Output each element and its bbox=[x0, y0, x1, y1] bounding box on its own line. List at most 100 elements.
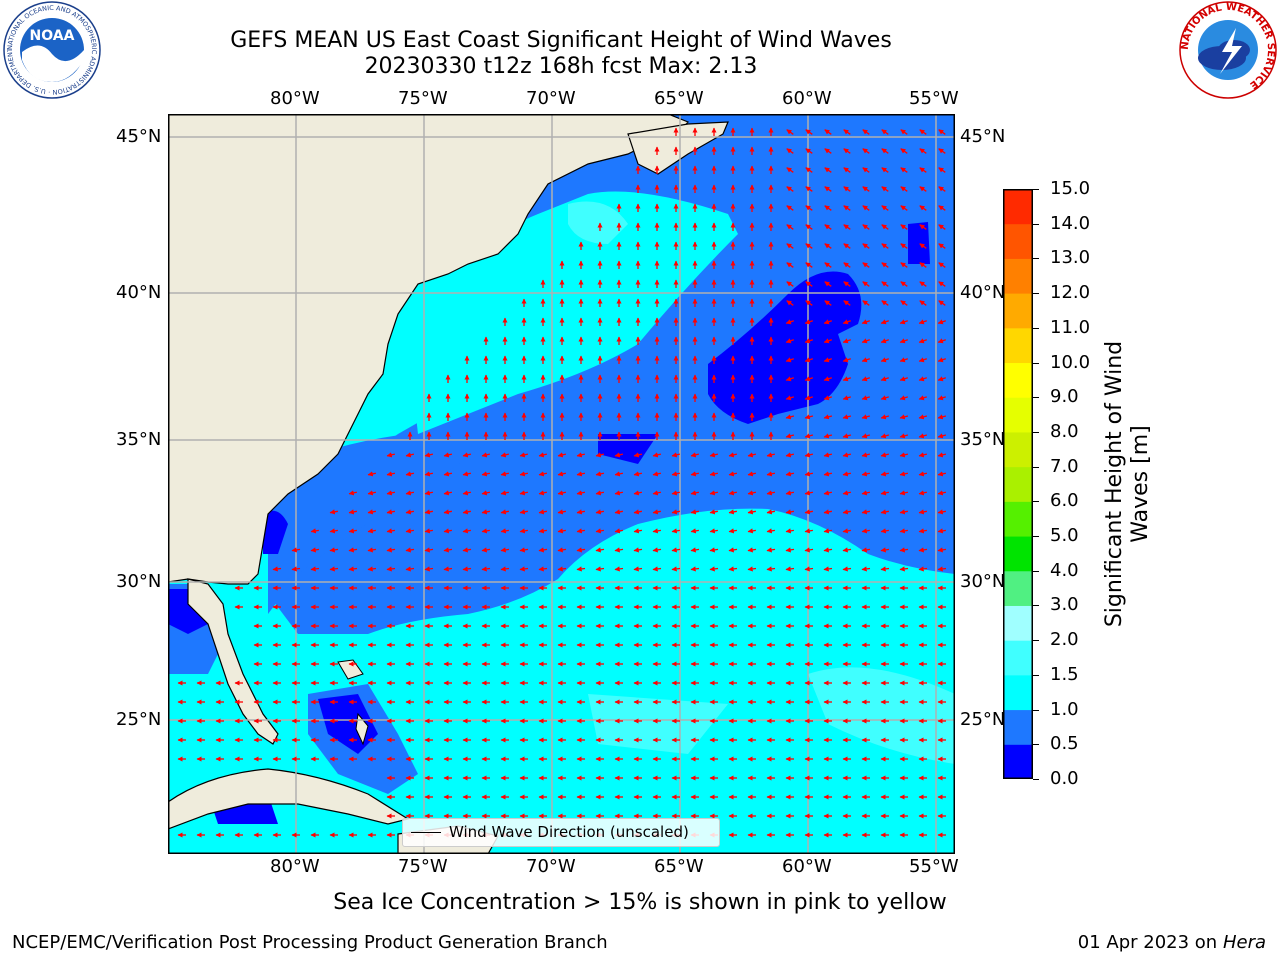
wave-direction-arrow bbox=[823, 471, 833, 477]
wave-direction-arrow bbox=[823, 395, 832, 401]
wave-direction-arrow bbox=[633, 490, 643, 496]
wave-direction-arrow bbox=[728, 566, 738, 572]
wave-direction-arrow bbox=[785, 452, 795, 458]
wave-direction-arrow bbox=[918, 433, 928, 439]
wave-direction-arrow bbox=[900, 129, 908, 135]
wave-direction-arrow bbox=[576, 509, 586, 515]
left-lat-label: 40°N bbox=[116, 282, 162, 303]
wave-direction-arrow bbox=[348, 490, 358, 496]
wave-direction-arrow bbox=[348, 528, 357, 534]
wave-direction-arrow bbox=[843, 300, 851, 306]
wave-direction-arrow bbox=[690, 452, 700, 458]
wave-direction-arrow bbox=[805, 186, 813, 192]
wave-direction-arrow bbox=[519, 452, 529, 458]
colorbar bbox=[1003, 189, 1033, 779]
wave-direction-arrow bbox=[880, 319, 890, 325]
wave-direction-arrow bbox=[918, 452, 928, 458]
colorbar-label-line2: Waves [m] bbox=[1128, 425, 1153, 543]
wave-direction-arrow bbox=[443, 490, 453, 496]
wave-direction-arrow bbox=[329, 566, 339, 572]
wave-direction-arrow bbox=[880, 452, 890, 458]
wave-direction-arrow bbox=[880, 471, 890, 477]
wave-direction-arrow bbox=[595, 547, 605, 553]
colorbar-tick-mark bbox=[1033, 605, 1039, 607]
wave-direction-arrow bbox=[880, 528, 889, 534]
wave-direction-arrow bbox=[804, 433, 814, 439]
wave-direction-arrow bbox=[386, 547, 396, 553]
wave-direction-arrow bbox=[842, 490, 852, 496]
wave-direction-arrow bbox=[842, 357, 851, 363]
wave-direction-arrow bbox=[899, 357, 908, 363]
wave-direction-arrow bbox=[348, 566, 358, 572]
wave-direction-arrow bbox=[367, 547, 377, 553]
wave-direction-arrow bbox=[843, 205, 851, 211]
wave-direction-arrow bbox=[519, 528, 528, 534]
top-lon-label: 80°W bbox=[270, 88, 320, 109]
wave-direction-arrow bbox=[538, 566, 548, 572]
wave-direction-arrow bbox=[557, 471, 567, 477]
wave-direction-arrow bbox=[785, 547, 795, 553]
wave-direction-arrow bbox=[785, 395, 794, 401]
wave-direction-arrow bbox=[804, 376, 813, 382]
wave-direction-arrow bbox=[823, 566, 833, 572]
colorbar-segment bbox=[1003, 293, 1033, 329]
colorbar-tick-label: 10.0 bbox=[1050, 351, 1091, 373]
wave-direction-arrow bbox=[766, 490, 776, 496]
wave-direction-arrow bbox=[918, 414, 928, 420]
wave-direction-arrow bbox=[595, 528, 604, 534]
colorbar-tick-mark bbox=[1033, 189, 1039, 190]
wave-direction-arrow bbox=[424, 566, 434, 572]
wave-direction-arrow bbox=[443, 566, 453, 572]
wave-direction-arrow bbox=[804, 452, 814, 458]
wave-direction-arrow bbox=[728, 509, 738, 515]
wave-direction-arrow bbox=[424, 509, 434, 515]
wave-direction-arrow bbox=[881, 281, 889, 287]
wave-direction-arrow bbox=[367, 528, 376, 534]
wave-direction-arrow bbox=[367, 490, 377, 496]
wave-direction-arrow bbox=[880, 433, 890, 439]
wave-direction-arrow bbox=[709, 547, 719, 553]
wave-direction-arrow bbox=[862, 186, 870, 192]
wave-direction-arrow bbox=[843, 281, 851, 287]
wave-direction-arrow bbox=[824, 224, 832, 230]
wave-direction-arrow bbox=[919, 300, 927, 306]
top-lon-label: 75°W bbox=[398, 88, 448, 109]
colorbar-tick-mark bbox=[1033, 744, 1039, 746]
colorbar-tick-label: 9.0 bbox=[1050, 386, 1079, 408]
wave-direction-arrow bbox=[462, 490, 472, 496]
right-lat-label: 40°N bbox=[960, 282, 1006, 303]
wave-direction-arrow bbox=[824, 300, 832, 306]
wave-direction-arrow bbox=[481, 509, 491, 515]
wave-direction-arrow bbox=[310, 528, 319, 534]
wave-direction-arrow bbox=[899, 471, 909, 477]
wave-direction-arrow bbox=[823, 528, 832, 534]
wave-height-map: Wind Wave Direction (unscaled) bbox=[168, 114, 955, 854]
bottom-lon-label: 80°W bbox=[270, 856, 320, 877]
wave-direction-arrow bbox=[824, 243, 832, 249]
colorbar-segment bbox=[1003, 570, 1033, 606]
footer-left: NCEP/EMC/Verification Post Processing Pr… bbox=[12, 932, 608, 953]
wave-direction-arrow bbox=[880, 338, 890, 344]
colorbar-segment bbox=[1003, 536, 1033, 572]
wave-direction-arrow bbox=[519, 509, 529, 515]
wave-direction-arrow bbox=[804, 566, 814, 572]
wave-direction-arrow bbox=[633, 471, 643, 477]
ocean-band-0-0_5 bbox=[263, 510, 288, 554]
wave-direction-arrow bbox=[500, 452, 510, 458]
wave-direction-arrow bbox=[348, 509, 358, 515]
wave-direction-arrow bbox=[805, 148, 813, 154]
wave-direction-arrow bbox=[937, 414, 947, 420]
wave-direction-arrow bbox=[880, 395, 889, 401]
wave-direction-arrow bbox=[900, 148, 908, 154]
wave-direction-arrow bbox=[462, 509, 472, 515]
wave-direction-arrow bbox=[519, 490, 529, 496]
wave-direction-arrow bbox=[690, 509, 700, 515]
wave-direction-arrow bbox=[786, 243, 794, 249]
wave-direction-arrow bbox=[862, 167, 870, 173]
colorbar-tick-mark bbox=[1033, 674, 1039, 676]
colorbar-tick-label: 13.0 bbox=[1050, 247, 1091, 269]
wave-direction-arrow bbox=[899, 376, 908, 382]
colorbar-frame bbox=[1003, 189, 1033, 779]
right-lat-label: 35°N bbox=[960, 429, 1006, 450]
wave-direction-arrow bbox=[786, 148, 794, 154]
